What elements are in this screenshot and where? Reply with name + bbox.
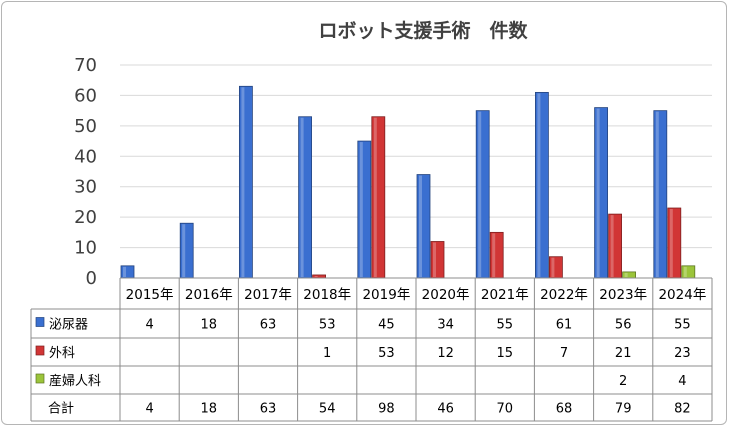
legend-swatch	[35, 345, 45, 356]
bars	[120, 85, 696, 279]
table-cell: 34	[437, 318, 454, 333]
table-cell: 79	[615, 402, 632, 417]
row-label: 外科	[49, 346, 75, 361]
bar-highlight	[610, 215, 614, 277]
table-cell: 63	[260, 318, 277, 333]
category-label: 2021年	[481, 287, 529, 303]
bar-highlight	[655, 111, 659, 278]
bar-surgery	[667, 207, 682, 279]
bar-urology	[475, 110, 490, 279]
table-cell: 15	[497, 346, 514, 361]
category-label: 2016年	[185, 287, 233, 303]
y-tick-label: 20	[74, 207, 97, 228]
bar-surgery	[489, 231, 504, 279]
table-cell: 53	[378, 346, 395, 361]
bar-highlight	[123, 266, 126, 277]
category-label: 2024年	[658, 287, 706, 303]
bar-surgery	[549, 256, 563, 279]
table-cell: 2	[619, 374, 627, 389]
category-label: 2015年	[126, 287, 174, 303]
table-cell: 1	[323, 346, 331, 361]
y-tick-label: 60	[74, 85, 97, 106]
bar-highlight	[624, 272, 628, 277]
bar-highlight	[433, 242, 436, 277]
bar-urology	[120, 265, 135, 279]
bar-highlight	[492, 233, 496, 277]
y-tick-label: 10	[74, 238, 97, 259]
bar-highlight	[359, 142, 363, 277]
bar-highlight	[182, 224, 186, 277]
bar-highlight	[683, 266, 687, 277]
bar-highlight	[478, 111, 482, 278]
bar-gynecology	[622, 271, 636, 279]
table-cell: 56	[615, 318, 632, 333]
category-label: 2019年	[362, 287, 410, 303]
row-label: 産婦人科	[49, 373, 101, 389]
table-cell: 4	[145, 402, 153, 417]
legend-swatch	[35, 373, 45, 384]
bar-highlight	[596, 108, 600, 277]
row-label: 泌尿器	[49, 318, 88, 333]
row-label: 合計	[48, 401, 74, 417]
legend-swatch	[35, 317, 45, 327]
category-label: 2017年	[244, 287, 292, 303]
gridlines	[120, 64, 712, 279]
bar-highlight	[373, 117, 377, 277]
bar-urology	[653, 110, 668, 279]
table-cell: 63	[260, 402, 277, 417]
table-cell: 18	[201, 318, 218, 333]
category-label: 2018年	[303, 287, 351, 303]
y-tick-label: 50	[74, 116, 97, 137]
bar-urology	[594, 107, 608, 279]
bar-urology	[238, 85, 253, 279]
table-cell: 61	[556, 318, 573, 333]
table-cell: 18	[201, 402, 218, 417]
table-cell: 4	[145, 318, 153, 333]
table-cell: 46	[437, 402, 454, 417]
bar-urology	[298, 116, 313, 279]
table-cell: 70	[497, 402, 514, 417]
bar-highlight	[551, 257, 555, 277]
bar-highlight	[300, 117, 304, 277]
table-cell: 21	[615, 346, 632, 361]
y-axis-ticks: 0 10 20 30 40 50 60 70	[74, 55, 97, 289]
data-table: 2015年 2016年 2017年 2018年 2019年 2020年 2021年 2022年…	[30, 277, 713, 422]
category-label: 2022年	[540, 287, 588, 303]
table-cell: 82	[674, 402, 691, 417]
table-cell: 68	[556, 402, 573, 417]
bar-surgery	[608, 213, 622, 279]
table-cell: 98	[378, 402, 395, 417]
bar-surgery	[371, 116, 386, 279]
y-tick-label: 0	[86, 268, 97, 289]
bar-highlight	[314, 275, 318, 277]
table-cell: 7	[560, 346, 568, 361]
bar-urology	[357, 140, 372, 279]
category-label: 2020年	[422, 287, 470, 303]
table-cell: 45	[378, 318, 395, 333]
chart-title: ロボット支援手術 件数	[318, 19, 528, 42]
bar-gynecology	[681, 265, 696, 279]
table-cell: 53	[319, 318, 336, 333]
bar-highlight	[241, 87, 245, 277]
table-cell: 55	[674, 318, 691, 333]
bar-highlight	[669, 209, 673, 277]
table-cell: 55	[497, 318, 514, 333]
bar-surgery	[430, 241, 445, 279]
category-label: 2023年	[599, 287, 647, 303]
table-cell: 12	[437, 346, 454, 361]
y-tick-label: 40	[74, 146, 97, 167]
bar-urology	[535, 91, 549, 279]
bar-urology	[416, 174, 431, 279]
bar-urology	[179, 222, 194, 279]
bar-highlight	[419, 175, 422, 277]
table-cell: 23	[674, 346, 691, 361]
table-cell: 4	[678, 374, 686, 389]
y-tick-label: 30	[74, 177, 97, 198]
y-tick-label: 70	[74, 55, 97, 76]
table-cell: 54	[319, 402, 336, 417]
bar-highlight	[537, 93, 541, 277]
